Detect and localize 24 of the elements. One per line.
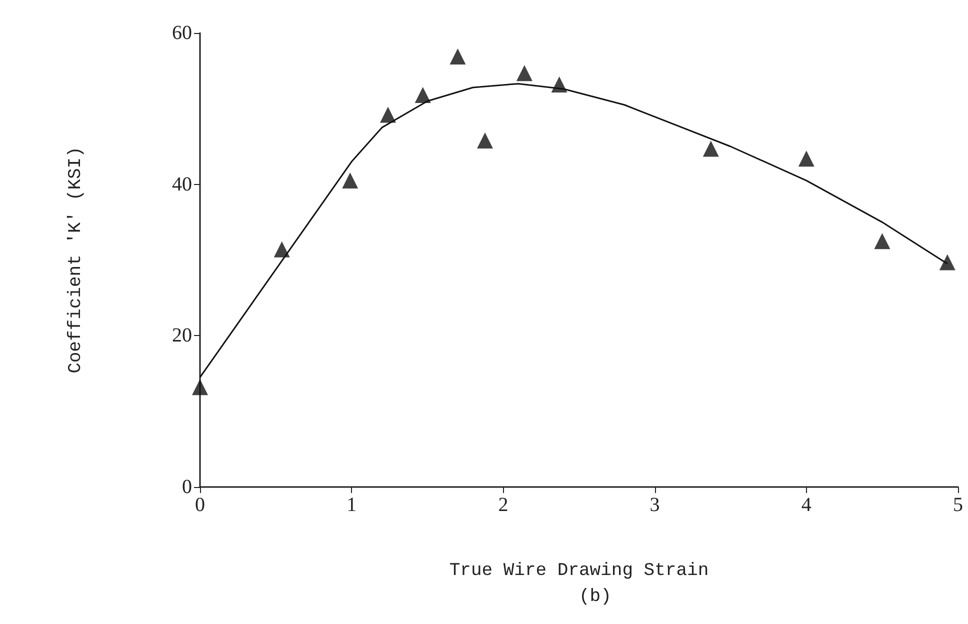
x-axis-title: True Wire Drawing Strain: [449, 561, 709, 581]
x-tick-label: 3: [650, 494, 660, 516]
y-tick-label: 60: [172, 22, 192, 44]
y-tick-label: 40: [172, 173, 192, 196]
point: [342, 172, 358, 189]
y-tick-label: 0: [182, 476, 192, 498]
x-tick-label: 1: [346, 494, 357, 516]
y-tick-label: 20: [172, 324, 192, 347]
x-tick-label: 5: [953, 494, 963, 516]
text: (b): [579, 587, 612, 607]
point: [516, 65, 532, 82]
point: [274, 241, 290, 258]
point: [414, 87, 431, 104]
point: [702, 140, 719, 157]
x-tick-label: 2: [498, 494, 508, 516]
point: [192, 379, 208, 396]
point: [939, 254, 956, 270]
point: [477, 132, 494, 148]
x-tick-label: 4: [801, 494, 812, 516]
point: [874, 233, 890, 250]
point: [798, 150, 814, 167]
point: [450, 48, 466, 64]
point: [380, 106, 396, 123]
y-axis-title: Coefficient 'K' (KSI): [66, 146, 86, 374]
